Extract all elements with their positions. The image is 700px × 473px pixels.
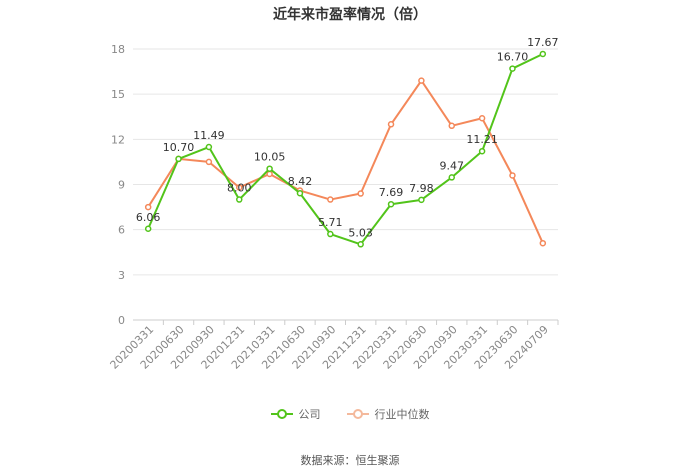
legend-label-company: 公司 (298, 408, 321, 421)
y-tick-label: 0 (118, 314, 125, 327)
data-point-industry-median (539, 239, 547, 247)
y-tick-label: 18 (111, 43, 125, 56)
data-point-industry-median (236, 184, 243, 191)
data-point-company (236, 196, 243, 203)
legend-item-industry-median[interactable]: 行业中位数 (346, 406, 430, 422)
data-point-industry-median (509, 172, 516, 179)
data-point-industry-median (357, 190, 364, 197)
data-label: 10.70 (163, 141, 195, 154)
y-tick-label: 12 (111, 133, 125, 146)
data-point-industry-median (266, 170, 273, 178)
y-tick-label: 15 (111, 88, 125, 101)
data-point-company (418, 196, 425, 204)
y-tick-label: 3 (118, 269, 125, 282)
data-point-company (327, 230, 334, 238)
data-point-company (448, 174, 455, 181)
data-point-company (205, 143, 213, 151)
data-point-industry-median (418, 77, 425, 84)
data-point-company (144, 225, 152, 233)
data-label: 17.67 (527, 36, 559, 49)
chart-title: 近年来市盈率情况（倍） (273, 7, 427, 23)
data-point-industry-median (205, 158, 213, 166)
data-label: 5.71 (318, 216, 343, 229)
legend-item-company[interactable]: 公司 (270, 406, 321, 422)
series-layer (144, 50, 547, 248)
data-point-industry-median (387, 121, 395, 128)
series-line-industry-median (147, 79, 544, 244)
x-axis: 2020033120200630202009302020123120210331… (108, 320, 559, 372)
legend: 公司 行业中位数 (0, 406, 700, 422)
data-label: 5.03 (348, 226, 373, 239)
data-label: 11.21 (466, 133, 498, 146)
grid-layer (133, 48, 558, 321)
legend-swatch-company (270, 409, 293, 419)
y-axis: 0 3 6 9 12 15 18 (111, 43, 125, 327)
legend-swatch-industry-median (346, 409, 369, 419)
data-point-company (296, 189, 304, 197)
legend-label-industry-median: 行业中位数 (374, 408, 430, 421)
data-point-industry-median (448, 122, 455, 130)
data-label: 8.42 (288, 175, 313, 188)
y-tick-label: 9 (118, 179, 125, 192)
data-label: 16.70 (497, 51, 529, 64)
data-label: 11.49 (193, 129, 225, 142)
data-point-company (357, 241, 364, 248)
data-label: 6.06 (136, 211, 161, 224)
data-label: 10.05 (254, 151, 286, 164)
data-point-company (478, 147, 486, 155)
data-point-company (387, 200, 395, 208)
data-point-industry-median (144, 203, 152, 211)
data-source: 数据来源：恒生聚源 (300, 454, 400, 467)
data-point-company (266, 165, 273, 172)
data-point-industry-median (478, 115, 486, 122)
data-label: 8.00 (227, 182, 252, 195)
data-label: 7.98 (409, 182, 434, 195)
data-label: 7.69 (379, 186, 404, 199)
data-label: 9.47 (440, 159, 465, 172)
data-point-company (509, 65, 516, 72)
data-point-industry-median (327, 196, 334, 203)
data-point-company (175, 155, 182, 163)
y-tick-label: 6 (118, 224, 125, 237)
series-line-company (147, 53, 544, 246)
data-point-company (539, 50, 547, 58)
